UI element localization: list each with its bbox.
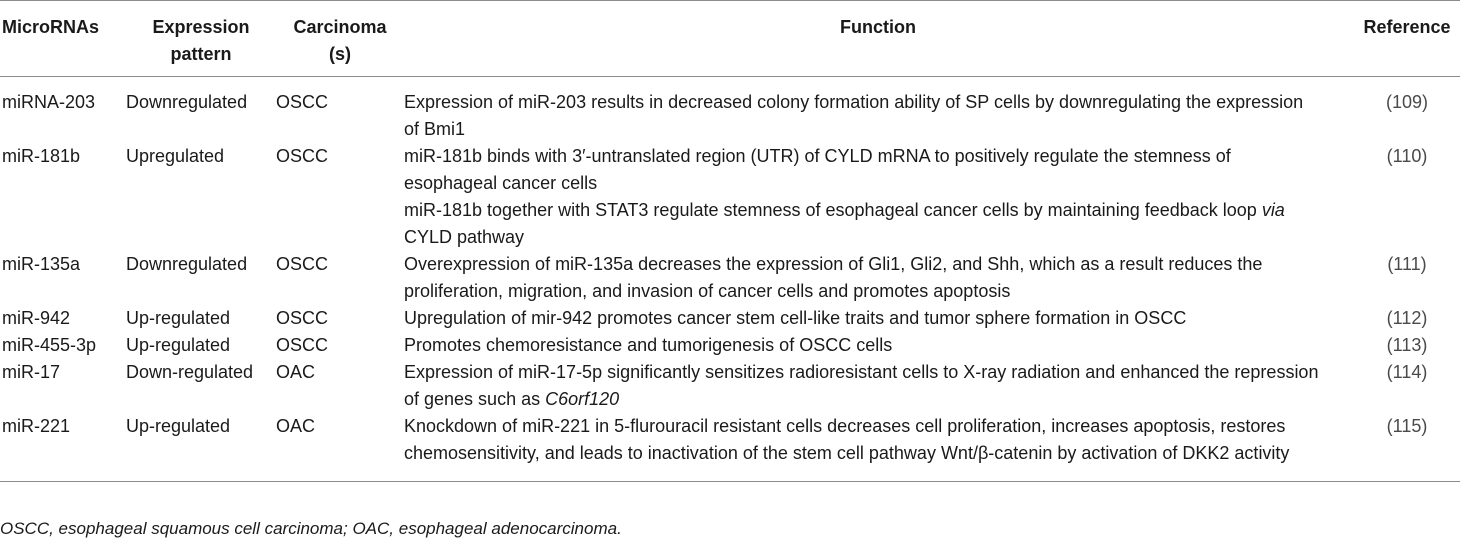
cell-reference-link[interactable]: (113) <box>1386 335 1428 355</box>
cell-expression-pattern: Up-regulated <box>126 335 231 355</box>
header-carcinoma: Carcinoma (s) <box>276 1 404 77</box>
header-carcinoma-line2: (s) <box>329 44 351 64</box>
header-microrna-label: MicroRNAs <box>2 17 100 37</box>
cell-carcinoma: OAC <box>276 362 316 382</box>
cell-reference-link[interactable]: (115) <box>1386 416 1428 436</box>
header-expression-line1: Expression <box>152 17 250 37</box>
function-text: Expression of miR-203 results in decreas… <box>404 92 1304 139</box>
header-row: MicroRNAs Expression pattern Carcinoma (s)… <box>0 0 1460 77</box>
function-text: Knockdown of miR-221 in 5-flurouracil re… <box>404 416 1290 463</box>
function-entry: miR-181b binds with 3′-untranslated regi… <box>404 143 1322 197</box>
header-function: Function <box>404 1 1352 77</box>
header-expression-pattern: Expression pattern <box>126 1 276 77</box>
table-footnote: OSCC, esophageal squamous cell carcinoma… <box>0 519 622 538</box>
function-text: Expression of miR-17-5p significantly se… <box>404 362 1319 409</box>
header-microrna: MicroRNAs <box>0 1 126 77</box>
cell-reference-link[interactable]: (109) <box>1385 92 1429 112</box>
cell-microrna: miR-17 <box>2 362 61 382</box>
table-row: miR-135a Downregulated OSCC Overexpression … <box>0 251 1460 305</box>
header-expression-line2: pattern <box>170 44 232 64</box>
table-row: miR-221 Up-regulated OAC Knockdown of miR-2… <box>0 413 1460 482</box>
function-entry: Promotes chemoresistance and tumorigenes… <box>404 332 1322 359</box>
function-text: Upregulation of mir-942 promotes cancer … <box>404 308 1187 328</box>
cell-expression-pattern: Downregulated <box>126 254 248 274</box>
header-reference: Reference <box>1352 1 1460 77</box>
cell-function: miR-181b binds with 3′-untranslated regi… <box>404 143 1352 251</box>
cell-expression-pattern: Upregulated <box>126 146 225 166</box>
cell-expression-pattern: Up-regulated <box>126 416 231 436</box>
function-entry: Upregulation of mir-942 promotes cancer … <box>404 305 1322 332</box>
cell-microrna: miR-181b <box>2 146 81 166</box>
cell-function: Overexpression of miR-135a decreases the… <box>404 251 1352 305</box>
cell-function: Promotes chemoresistance and tumorigenes… <box>404 332 1352 359</box>
cell-expression-pattern: Down-regulated <box>126 362 254 382</box>
cell-reference-link[interactable]: (112) <box>1386 308 1428 328</box>
cell-expression-pattern: Downregulated <box>126 92 248 112</box>
cell-function: Expression of miR-203 results in decreas… <box>404 77 1352 144</box>
function-text: miR-181b together with STAT3 regulate st… <box>404 200 1262 220</box>
table-header: MicroRNAs Expression pattern Carcinoma (s)… <box>0 0 1460 77</box>
header-reference-label: Reference <box>1363 17 1451 37</box>
cell-carcinoma: OSCC <box>276 335 329 355</box>
table-row: miR-17 Down-regulated OAC Expression of miR… <box>0 359 1460 413</box>
microrna-table-container: MicroRNAs Expression pattern Carcinoma (s)… <box>0 0 1460 482</box>
table-row: miR-942 Up-regulated OSCC Upregulation of m… <box>0 305 1460 332</box>
cell-carcinoma: OSCC <box>276 146 329 166</box>
function-entry: Knockdown of miR-221 in 5-flurouracil re… <box>404 413 1322 467</box>
cell-expression-pattern: Up-regulated <box>126 308 231 328</box>
function-italic-text: via <box>1261 200 1285 220</box>
function-italic-text: C6orf120 <box>545 389 620 409</box>
cell-function: Upregulation of mir-942 promotes cancer … <box>404 305 1352 332</box>
cell-reference-link[interactable]: (114) <box>1386 362 1428 382</box>
table-row: miR-181b Upregulated OSCC miR-181b binds wi… <box>0 143 1460 251</box>
function-text: Overexpression of miR-135a decreases the… <box>404 254 1263 301</box>
microrna-table: MicroRNAs Expression pattern Carcinoma (s)… <box>0 0 1460 482</box>
function-entry: Expression of miR-203 results in decreas… <box>404 89 1322 143</box>
header-function-label: Function <box>840 17 916 37</box>
cell-microrna: miR-221 <box>2 416 71 436</box>
cell-carcinoma: OAC <box>276 416 316 436</box>
cell-function: Knockdown of miR-221 in 5-flurouracil re… <box>404 413 1352 482</box>
function-entry: miR-181b together with STAT3 regulate st… <box>404 197 1322 251</box>
cell-carcinoma: OSCC <box>276 254 329 274</box>
cell-carcinoma: OSCC <box>276 308 329 328</box>
cell-microrna: miR-455-3p <box>2 335 97 355</box>
cell-microrna: miRNA-203 <box>2 92 96 112</box>
cell-reference-link[interactable]: (110) <box>1386 146 1428 166</box>
cell-carcinoma: OSCC <box>276 92 329 112</box>
cell-reference-link[interactable]: (111) <box>1387 254 1427 274</box>
function-text-continued: CYLD pathway <box>404 227 525 247</box>
function-entry: Expression of miR-17-5p significantly se… <box>404 359 1322 413</box>
cell-microrna: miR-135a <box>2 254 81 274</box>
table-row: miRNA-203 Downregulated OSCC Expression of … <box>0 77 1460 144</box>
header-carcinoma-line1: Carcinoma <box>293 17 387 37</box>
table-body: miRNA-203 Downregulated OSCC Expression of … <box>0 77 1460 482</box>
function-text: miR-181b binds with 3′-untranslated regi… <box>404 146 1231 193</box>
cell-microrna: miR-942 <box>2 308 71 328</box>
cell-function: Expression of miR-17-5p significantly se… <box>404 359 1352 413</box>
function-text: Promotes chemoresistance and tumorigenes… <box>404 335 893 355</box>
table-row: miR-455-3p Up-regulated OSCC Promotes chemo… <box>0 332 1460 359</box>
function-entry: Overexpression of miR-135a decreases the… <box>404 251 1322 305</box>
